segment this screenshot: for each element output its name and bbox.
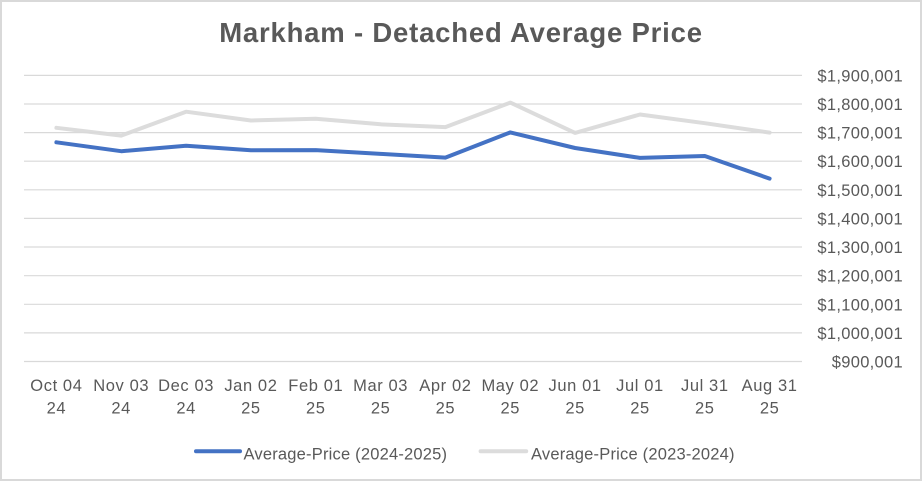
svg-text:Markham - Detached Average Pri: Markham - Detached Average Price <box>219 17 703 48</box>
svg-text:Mar 03: Mar 03 <box>353 377 408 395</box>
svg-text:$1,200,001: $1,200,001 <box>817 268 903 286</box>
svg-text:Aug 31: Aug 31 <box>742 377 798 395</box>
svg-text:$1,400,001: $1,400,001 <box>817 210 903 228</box>
svg-text:$1,000,001: $1,000,001 <box>817 325 903 343</box>
svg-text:25: 25 <box>630 400 650 418</box>
svg-text:Jul 31: Jul 31 <box>681 377 729 395</box>
svg-text:Jan 02: Jan 02 <box>224 377 277 395</box>
svg-text:$1,700,001: $1,700,001 <box>817 125 903 143</box>
svg-text:25: 25 <box>306 400 326 418</box>
svg-text:25: 25 <box>565 400 585 418</box>
svg-text:$1,300,001: $1,300,001 <box>817 239 903 257</box>
svg-text:Nov 03: Nov 03 <box>93 377 149 395</box>
svg-text:$900,001: $900,001 <box>832 354 903 372</box>
svg-text:Feb 01: Feb 01 <box>288 377 343 395</box>
svg-text:25: 25 <box>695 400 715 418</box>
svg-text:Average-Price (2024-2025): Average-Price (2024-2025) <box>244 446 448 464</box>
svg-text:$1,600,001: $1,600,001 <box>817 153 903 171</box>
svg-text:Jun 01: Jun 01 <box>549 377 602 395</box>
svg-text:Average-Price (2023-2024): Average-Price (2023-2024) <box>531 446 735 464</box>
svg-text:$1,500,001: $1,500,001 <box>817 182 903 200</box>
svg-text:25: 25 <box>436 400 456 418</box>
svg-text:25: 25 <box>501 400 521 418</box>
svg-text:Apr 02: Apr 02 <box>419 377 471 395</box>
svg-text:Oct 04: Oct 04 <box>30 377 82 395</box>
svg-text:$1,100,001: $1,100,001 <box>817 296 903 314</box>
svg-text:$1,900,001: $1,900,001 <box>817 67 903 85</box>
svg-text:Jul 01: Jul 01 <box>616 377 664 395</box>
svg-text:25: 25 <box>371 400 391 418</box>
svg-text:24: 24 <box>176 400 196 418</box>
svg-text:24: 24 <box>47 400 67 418</box>
svg-text:25: 25 <box>760 400 780 418</box>
svg-text:25: 25 <box>241 400 261 418</box>
svg-text:May 02: May 02 <box>481 377 539 395</box>
svg-text:$1,800,001: $1,800,001 <box>817 96 903 114</box>
svg-text:24: 24 <box>111 400 131 418</box>
svg-text:Dec 03: Dec 03 <box>158 377 214 395</box>
